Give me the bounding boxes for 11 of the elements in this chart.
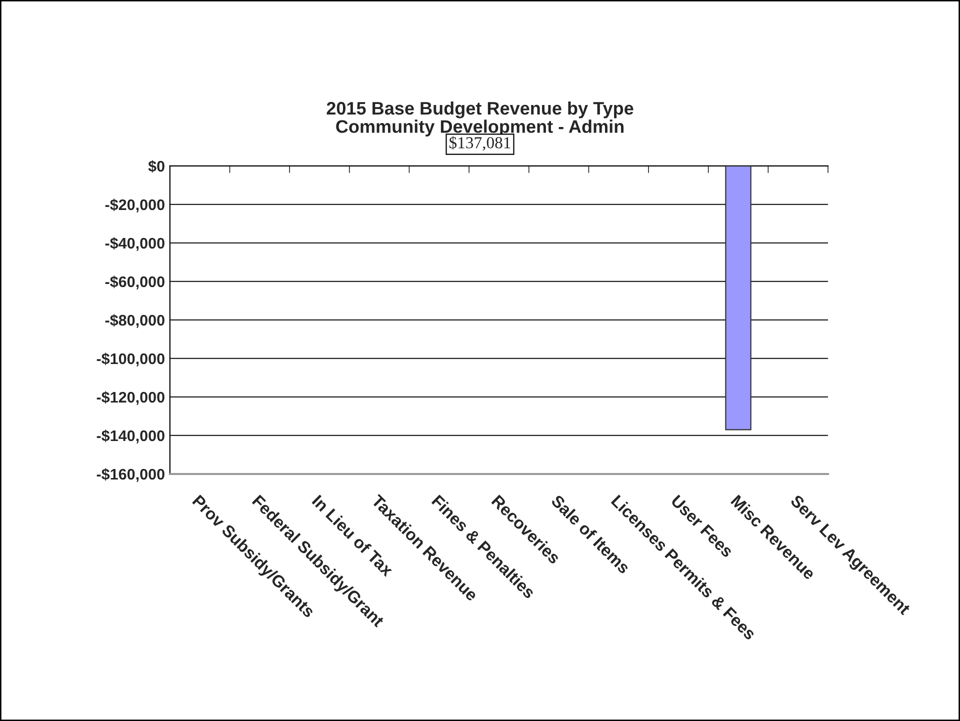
y-tick-label: -$20,000 xyxy=(105,198,164,212)
y-tick-label: -$100,000 xyxy=(96,352,164,366)
y-tick-label: -$40,000 xyxy=(105,237,164,251)
chart-title: 2015 Base Budget Revenue by Type Community Development - Admin xyxy=(326,101,634,136)
text: $137,081 xyxy=(449,136,510,151)
y-tick-label: $0 xyxy=(148,160,164,173)
y-tick-label: -$60,000 xyxy=(105,276,164,290)
y-tick-label: -$120,000 xyxy=(96,391,164,405)
y-tick-label: -$160,000 xyxy=(96,468,164,482)
y-tick-label: -$80,000 xyxy=(105,314,164,328)
y-tick-label: -$140,000 xyxy=(96,430,164,444)
